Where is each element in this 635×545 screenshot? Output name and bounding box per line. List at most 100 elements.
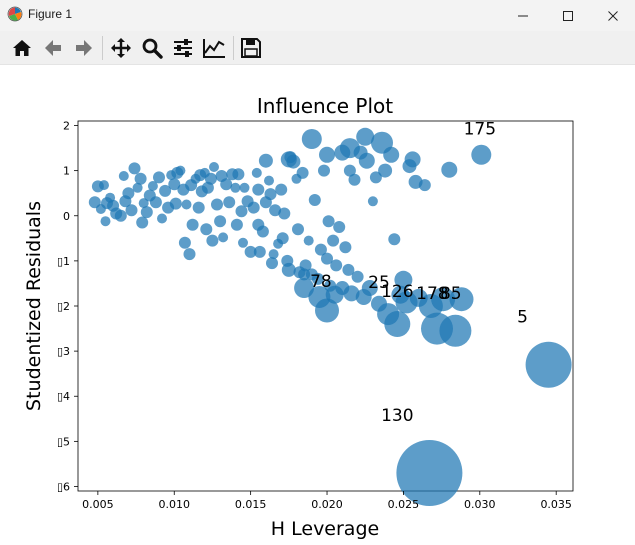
data-point: [253, 245, 266, 258]
data-point: [251, 167, 262, 178]
data-point: [296, 166, 309, 179]
data-point: [125, 204, 138, 217]
data-point: [339, 241, 352, 254]
x-axis-label: H Leverage: [271, 518, 379, 540]
data-point: [214, 215, 227, 228]
data-point: [348, 173, 361, 186]
data-point: [308, 194, 321, 206]
data-point: [264, 175, 274, 186]
data-point: [441, 161, 458, 178]
data-point: [369, 171, 382, 184]
data-point: [318, 164, 330, 177]
data-point: [140, 206, 153, 219]
data-point: [266, 257, 278, 270]
data-point: [118, 171, 129, 181]
data-point: [278, 207, 291, 220]
data-point: [134, 172, 147, 185]
data-point: [252, 183, 265, 196]
y-tick-label: ▯5: [57, 435, 70, 448]
data-point: [439, 314, 472, 347]
window-title: Figure 1: [28, 7, 73, 21]
data-point: [230, 182, 241, 193]
navigation-toolbar: [0, 31, 635, 65]
data-point: [258, 153, 273, 168]
data-point: [269, 204, 282, 217]
data-point: [186, 218, 199, 231]
data-point: [294, 278, 315, 298]
data-point: [244, 245, 257, 258]
data-point: [99, 180, 109, 191]
y-tick-label: 1: [63, 165, 70, 178]
maximize-button[interactable]: [545, 0, 591, 31]
back-button[interactable]: [40, 35, 66, 61]
data-point: [418, 179, 431, 192]
data-point: [394, 270, 413, 289]
point-annotation: 126: [381, 282, 413, 302]
points-layer: [88, 127, 572, 506]
data-point: [342, 263, 355, 276]
toolbar-separator: [233, 36, 234, 60]
data-point: [178, 236, 191, 249]
back-arrow-icon: [45, 40, 61, 56]
figure-canvas[interactable]: Influence Plot 175 78 25 126 178 85 5 130 0.005…: [0, 65, 635, 545]
maximize-icon: [563, 10, 573, 21]
minimize-button[interactable]: [500, 0, 546, 31]
data-point: [206, 234, 219, 247]
edit-axis-button[interactable]: [201, 35, 227, 61]
point-annotation: 85: [440, 284, 462, 304]
data-point: [200, 223, 213, 236]
data-point: [147, 181, 158, 191]
point-annotation: 25: [368, 273, 390, 293]
data-point: [239, 182, 250, 193]
home-icon: [13, 40, 31, 56]
close-button[interactable]: [590, 0, 635, 31]
close-icon: [608, 10, 618, 21]
y-tick-label: ▯2: [57, 300, 70, 313]
data-point: [252, 218, 265, 231]
data-point: [238, 237, 248, 248]
x-tick-label: 0.010: [159, 498, 191, 511]
zoom-button[interactable]: [139, 35, 165, 61]
data-point: [449, 287, 474, 312]
y-axis-ticks: 2 1 0 ▯1 ▯2 ▯3 ▯4 ▯5 ▯6: [57, 120, 78, 493]
zoom-magnifier-icon: [142, 38, 163, 59]
forward-button[interactable]: [71, 35, 97, 61]
data-point: [275, 183, 288, 196]
data-point: [114, 209, 127, 222]
data-point: [157, 213, 167, 224]
data-point: [343, 164, 356, 177]
data-point: [292, 223, 304, 236]
save-button[interactable]: [238, 35, 264, 61]
x-tick-label: 0.035: [540, 498, 572, 511]
toolbar-separator: [102, 36, 103, 60]
data-point: [322, 215, 335, 228]
x-tick-label: 0.020: [311, 498, 343, 511]
x-tick-label: 0.015: [235, 498, 267, 511]
data-point: [308, 286, 331, 308]
data-point: [321, 252, 333, 265]
home-button[interactable]: [9, 35, 35, 61]
pan-move-icon: [111, 38, 131, 58]
data-point: [339, 138, 360, 159]
configure-subplots-button[interactable]: [170, 35, 196, 61]
data-point: [105, 192, 116, 203]
y-tick-label: ▯6: [57, 480, 70, 493]
data-point: [232, 168, 245, 181]
data-point: [396, 440, 463, 506]
point-annotation: 5: [517, 308, 528, 328]
forward-arrow-icon: [76, 40, 92, 56]
pan-button[interactable]: [108, 35, 134, 61]
x-tick-label: 0.030: [464, 498, 496, 511]
point-annotation: 78: [310, 272, 332, 292]
save-floppy-icon: [241, 38, 261, 58]
data-point: [276, 232, 289, 245]
x-tick-label: 0.025: [388, 498, 420, 511]
y-tick-label: 2: [63, 120, 70, 133]
data-point: [247, 201, 260, 214]
data-point: [264, 188, 277, 201]
point-annotation: 175: [464, 120, 496, 140]
x-tick-label: 0.005: [82, 498, 114, 511]
point-annotation: 130: [381, 406, 413, 426]
